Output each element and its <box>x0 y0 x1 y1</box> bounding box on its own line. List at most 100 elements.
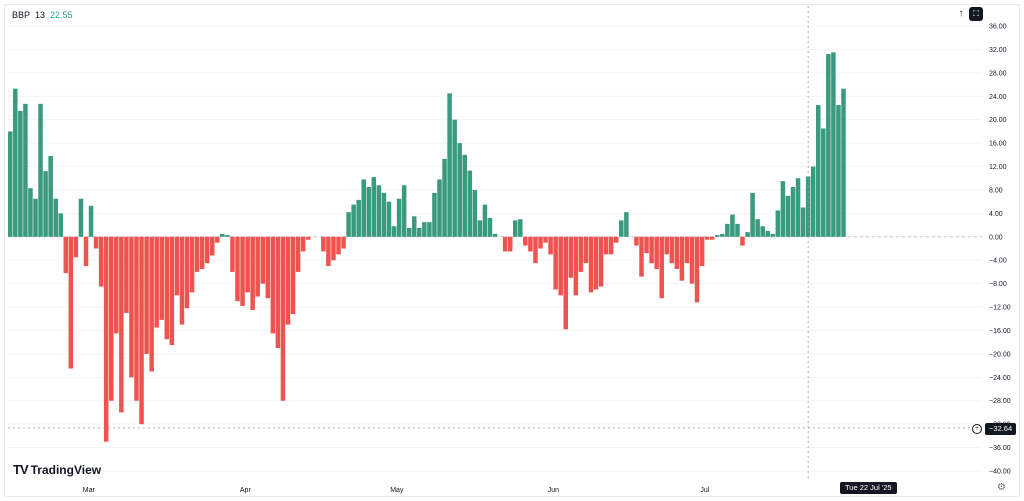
histogram-bar <box>502 236 508 252</box>
histogram-bar <box>614 236 619 243</box>
fullscreen-icon[interactable]: ⛶ <box>969 7 983 21</box>
histogram-bar <box>437 179 442 237</box>
histogram-bar <box>669 236 675 264</box>
histogram-bar <box>361 179 366 237</box>
histogram-bar <box>603 236 609 255</box>
histogram-bar <box>417 228 422 237</box>
histogram-bar <box>649 236 654 264</box>
crosshair-lock-icon[interactable]: + <box>972 424 982 434</box>
y-tick-label: −8.00 <box>989 281 1007 288</box>
histogram-bar <box>507 236 513 252</box>
histogram-bar <box>336 236 341 255</box>
histogram-bar <box>159 236 164 320</box>
histogram-bar <box>98 236 104 287</box>
indicator-legend[interactable]: BBP 13 22.55 <box>12 10 73 20</box>
histogram-bar <box>134 236 139 401</box>
histogram-bar <box>694 236 700 303</box>
histogram-bar <box>169 236 175 346</box>
histogram-bar <box>432 192 437 237</box>
histogram-bar <box>149 236 154 372</box>
histogram-bar <box>831 52 836 237</box>
histogram-bar <box>578 236 584 272</box>
histogram-bar <box>164 236 170 340</box>
histogram-bar <box>280 236 286 401</box>
histogram-bar <box>689 236 695 284</box>
histogram-bar <box>270 236 276 334</box>
histogram-bar <box>740 236 745 246</box>
histogram-bar <box>406 228 412 237</box>
histogram-bar <box>568 236 574 278</box>
histogram-bar <box>220 233 225 237</box>
histogram-bar <box>624 212 629 237</box>
histogram-bar <box>48 155 53 237</box>
histogram-bar <box>715 235 720 237</box>
histogram-bar <box>230 236 235 272</box>
histogram-bar <box>321 236 326 252</box>
histogram-bar <box>699 236 705 267</box>
histogram-bar <box>366 187 372 237</box>
histogram-bar <box>790 187 796 237</box>
arrow-up-icon[interactable]: ↑ <box>958 8 964 19</box>
histogram-bar <box>341 236 346 249</box>
histogram-bar <box>533 236 538 264</box>
histogram-bar <box>204 236 210 264</box>
tradingview-mark-icon: TV <box>13 462 29 477</box>
histogram-bar <box>457 143 462 237</box>
histogram-bar <box>482 204 488 237</box>
histogram-bar <box>775 210 781 237</box>
histogram-bar <box>725 223 730 237</box>
histogram-bar <box>836 105 841 237</box>
histogram-bar <box>38 103 43 237</box>
histogram-bar <box>290 236 296 315</box>
histogram-bar <box>523 236 528 246</box>
histogram-bar <box>351 204 356 237</box>
histogram-bar <box>452 119 457 237</box>
histogram-bar <box>619 220 624 237</box>
histogram-bar <box>23 103 28 237</box>
histogram-bar <box>654 236 659 269</box>
histogram-bar <box>93 236 99 249</box>
y-tick-label: −12.00 <box>989 305 1011 312</box>
indicator-name: BBP <box>12 10 31 20</box>
histogram-bar <box>634 236 639 246</box>
histogram-bar <box>114 236 119 334</box>
histogram-bar <box>765 230 770 237</box>
histogram-bar <box>331 236 336 261</box>
histogram-bar <box>760 226 765 237</box>
y-tick-label: 0.00 <box>989 234 1003 241</box>
histogram-bar <box>826 54 831 237</box>
histogram-bar <box>139 236 144 425</box>
histogram-bar <box>300 236 306 252</box>
histogram-bar <box>240 236 245 306</box>
histogram-bar <box>558 236 563 296</box>
histogram-bar <box>58 213 63 237</box>
histogram-bar <box>285 236 291 325</box>
y-tick-label: 12.00 <box>989 164 1007 171</box>
histogram-bar <box>800 207 806 237</box>
histogram-bar <box>573 236 579 296</box>
histogram-bar <box>528 236 533 252</box>
histogram-bar <box>396 198 402 237</box>
histogram-bar <box>810 166 816 237</box>
histogram-bar <box>119 236 124 413</box>
x-month-label: Jul <box>700 487 709 494</box>
histogram-bar <box>679 236 685 281</box>
histogram-bar <box>184 236 190 309</box>
histogram-bar <box>326 236 331 267</box>
histogram-bar <box>412 216 417 237</box>
histogram-bar <box>250 236 255 310</box>
gear-icon[interactable]: ⚙ <box>997 482 1006 493</box>
histogram-bar <box>548 236 553 255</box>
y-tick-label: −40.00 <box>989 469 1011 476</box>
y-tick-label: 8.00 <box>989 187 1003 194</box>
histogram-bar <box>583 236 589 264</box>
histogram-bar <box>735 223 740 237</box>
chart-frame <box>4 4 1020 497</box>
histogram-bar <box>103 236 109 442</box>
histogram-bar <box>659 236 664 299</box>
tradingview-logo[interactable]: TV TradingView <box>13 462 101 477</box>
y-tick-label: −20.00 <box>989 351 1011 358</box>
histogram-bar <box>245 236 250 293</box>
histogram-bar <box>381 192 387 237</box>
